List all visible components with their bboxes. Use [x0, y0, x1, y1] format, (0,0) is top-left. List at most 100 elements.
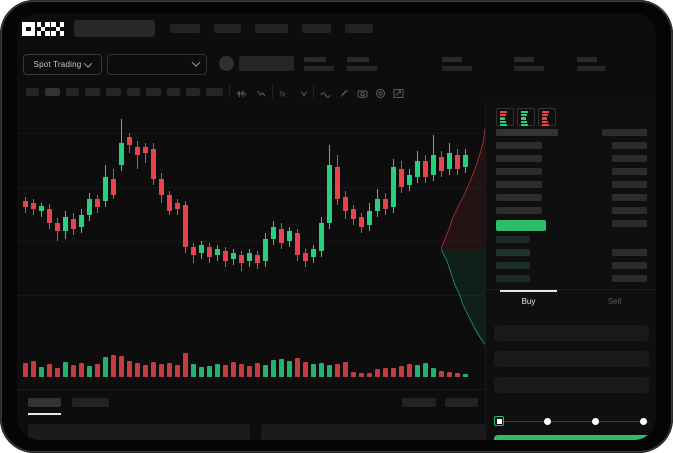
candle-body	[199, 245, 204, 253]
candle	[287, 103, 292, 313]
orderbook-bid-row[interactable]	[496, 262, 530, 269]
tab-sell[interactable]: Sell	[607, 297, 622, 306]
tab-buy[interactable]: Buy	[521, 297, 536, 306]
volume-bar	[183, 353, 188, 377]
candle	[423, 103, 428, 313]
candle	[135, 103, 140, 313]
orderbook-ask-row[interactable]	[496, 142, 542, 149]
step-1[interactable]	[494, 416, 504, 426]
orderbook-both-icon[interactable]	[496, 108, 514, 126]
candle	[167, 103, 172, 313]
candle-body	[407, 175, 412, 185]
interval-button-10[interactable]	[206, 88, 223, 96]
volume-bar	[263, 365, 268, 377]
price-chart[interactable]	[17, 103, 485, 389]
orderbook-bid-row[interactable]	[496, 249, 530, 256]
last-price-value	[239, 56, 294, 71]
stat-low	[442, 57, 472, 71]
volume-bar	[63, 362, 68, 377]
tab-order-history[interactable]	[72, 398, 109, 407]
orderbook-bids-icon[interactable]	[517, 108, 535, 126]
gridline-1	[17, 187, 485, 188]
line-chart-icon[interactable]	[320, 86, 331, 98]
orderbook-bid-row[interactable]	[496, 236, 530, 243]
nav-item-3[interactable]	[255, 24, 288, 33]
chart-type-icon[interactable]	[256, 86, 267, 97]
compare-icon[interactable]	[299, 86, 310, 97]
submit-order-button[interactable]	[494, 435, 652, 440]
candle-body	[311, 249, 316, 257]
nav-item-2[interactable]	[214, 24, 241, 33]
step-2[interactable]	[543, 417, 551, 425]
orderbook-asks-icon[interactable]	[538, 108, 556, 126]
search-input[interactable]	[74, 20, 155, 37]
tab-open-orders[interactable]	[28, 398, 61, 407]
orderbook-ask-row[interactable]	[496, 129, 558, 136]
interval-button-2[interactable]	[45, 88, 60, 96]
indicators-icon[interactable]: fx	[279, 86, 290, 99]
interval-button-5[interactable]	[106, 88, 121, 96]
orderbook-ask-row[interactable]	[496, 207, 542, 214]
market-type-dropdown[interactable]: Spot Trading	[23, 54, 102, 75]
candle-body	[47, 209, 52, 223]
candle-wick	[137, 141, 138, 169]
field-price[interactable]	[494, 325, 649, 341]
orderbook-rows[interactable]	[486, 129, 656, 284]
interval-button-3[interactable]	[66, 88, 79, 96]
interval-button-1[interactable]	[26, 88, 39, 96]
orderbook-size-cell	[612, 181, 647, 188]
pair-selector-dropdown[interactable]	[107, 54, 207, 75]
interval-button-4[interactable]	[85, 88, 100, 96]
action-cancel-all[interactable]	[445, 398, 478, 407]
orderbook-ask-row[interactable]	[496, 168, 542, 175]
candle	[231, 103, 236, 313]
candle	[159, 103, 164, 313]
candle-body	[255, 255, 260, 263]
field-total[interactable]	[494, 377, 649, 393]
field-amount[interactable]	[494, 351, 649, 367]
candle	[111, 103, 116, 313]
app-header	[17, 13, 656, 47]
volume-bar	[47, 364, 52, 377]
okx-wordmark[interactable]	[22, 22, 65, 36]
candle-body	[231, 253, 236, 259]
candle-body	[447, 153, 452, 169]
settings-gear-icon[interactable]	[375, 86, 386, 98]
volume-bar	[207, 366, 212, 377]
candle-body	[463, 155, 468, 167]
fullscreen-icon[interactable]	[393, 86, 404, 98]
orderbook-ask-row[interactable]	[496, 155, 542, 162]
candle-body	[39, 206, 44, 211]
candle	[207, 103, 212, 313]
action-hide-other-pairs[interactable]	[402, 398, 436, 407]
volume-bar	[55, 368, 60, 377]
volume-bar	[87, 366, 92, 377]
gridline-0	[17, 133, 485, 134]
volume-bar	[71, 365, 76, 377]
candle	[431, 103, 436, 313]
candle-wick	[145, 143, 146, 163]
candlestick-chart-icon[interactable]	[236, 86, 247, 97]
orderbook-ask-row[interactable]	[496, 181, 542, 188]
interval-button-8[interactable]	[167, 88, 180, 96]
step-4[interactable]	[639, 417, 647, 425]
orderbook-ask-row[interactable]	[496, 194, 542, 201]
orderbook-highlight-row[interactable]	[496, 220, 546, 231]
nav-item-1[interactable]	[170, 24, 200, 33]
nav-item-5[interactable]	[345, 24, 373, 33]
orderbook-size-cell	[612, 168, 647, 175]
nav-item-4[interactable]	[302, 24, 331, 33]
candle-body	[95, 199, 100, 207]
ruler-icon[interactable]	[339, 86, 350, 97]
gridline-2	[17, 241, 485, 242]
candle-body	[239, 255, 244, 263]
candle-body	[431, 155, 436, 175]
interval-button-9[interactable]	[186, 88, 200, 96]
step-3[interactable]	[591, 417, 599, 425]
interval-button-6[interactable]	[127, 88, 140, 96]
candle	[255, 103, 260, 313]
camera-icon[interactable]	[357, 86, 368, 98]
interval-button-7[interactable]	[146, 88, 161, 96]
orderbook-bid-row[interactable]	[496, 275, 530, 282]
